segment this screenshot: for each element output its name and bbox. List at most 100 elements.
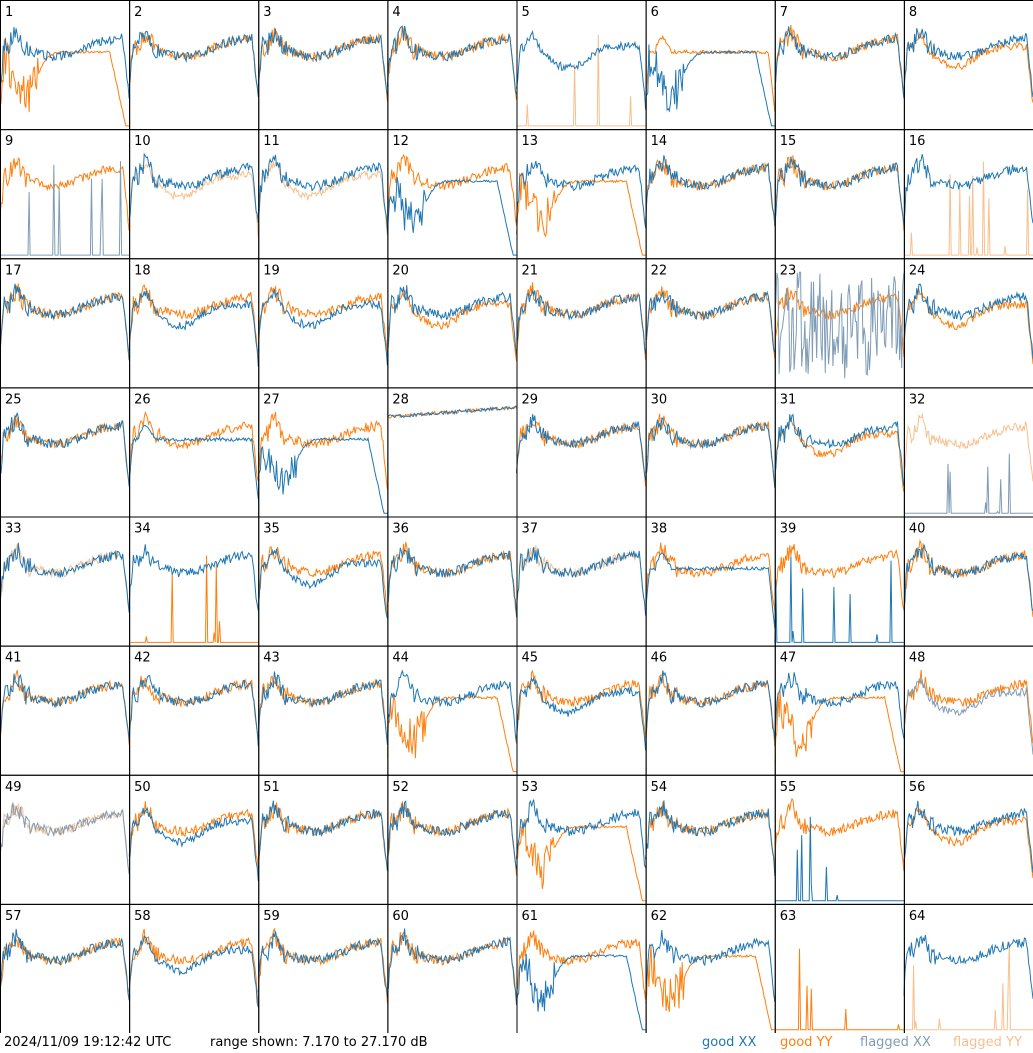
panel-label: 58 xyxy=(134,909,151,924)
panel-label: 52 xyxy=(392,780,409,795)
panel-label: 45 xyxy=(522,651,539,666)
legend-good-yy: good YY xyxy=(780,1035,832,1050)
panel-label: 36 xyxy=(392,522,409,537)
series-xx-20 xyxy=(386,285,517,357)
panel-label: 53 xyxy=(522,780,539,795)
panel-17: 17 xyxy=(0,258,131,389)
panel-label: 60 xyxy=(392,909,409,924)
panel-18: 18 xyxy=(128,258,260,389)
series-yy-58 xyxy=(128,928,259,1005)
series-xx-52 xyxy=(386,800,517,870)
series-xx-22 xyxy=(645,290,776,353)
panel-label: 13 xyxy=(522,134,539,149)
panel-44: 44 xyxy=(386,645,518,776)
panel-label: 63 xyxy=(780,909,797,924)
series-xx-43 xyxy=(257,671,388,745)
series-yy-26 xyxy=(128,410,259,482)
panel-39: 39 xyxy=(774,516,905,647)
series-xx-14 xyxy=(645,155,776,227)
panel-5: 5 xyxy=(516,0,647,131)
series-yy-42 xyxy=(128,675,259,744)
panel-43: 43 xyxy=(257,645,389,776)
panel-label: 51 xyxy=(263,780,280,795)
panel-label: 11 xyxy=(263,134,280,149)
series-yy-55 xyxy=(774,797,905,871)
series-xx-35 xyxy=(257,548,388,619)
panel-28: 28 xyxy=(387,387,518,518)
timestamp: 2024/11/09 19:12:42 UTC xyxy=(4,1035,172,1050)
panel-12: 12 xyxy=(386,129,518,260)
panel-48: 48 xyxy=(903,645,1033,776)
legend-label: flagged YY xyxy=(953,1035,1022,1050)
panel-22: 22 xyxy=(645,258,776,389)
series-xx-29 xyxy=(516,414,647,481)
panel-4: 4 xyxy=(386,0,518,131)
legend-flagged-xx: flagged XX xyxy=(860,1035,931,1050)
panel-label: 34 xyxy=(134,522,151,537)
panel-label: 7 xyxy=(780,5,788,20)
series-xx-36 xyxy=(386,547,517,618)
panel-frame xyxy=(387,0,518,131)
series-yy-34 xyxy=(129,555,259,643)
panel-label: 5 xyxy=(522,5,530,20)
series-yy-44 xyxy=(386,694,517,773)
panel-label: 26 xyxy=(134,392,151,407)
series-yy-6 xyxy=(645,34,776,112)
panel-52: 52 xyxy=(386,774,518,905)
legend-label: good XX xyxy=(702,1035,757,1050)
series-xx-7 xyxy=(774,26,905,99)
panel-label: 57 xyxy=(5,909,22,924)
panel-label: 37 xyxy=(522,522,539,537)
panel-6: 6 xyxy=(645,0,776,131)
panel-label: 8 xyxy=(909,5,917,20)
panel-19: 19 xyxy=(257,258,389,389)
series-xx-46 xyxy=(645,670,776,744)
series-yy-46 xyxy=(645,674,776,747)
panel-7: 7 xyxy=(774,0,905,131)
panel-45: 45 xyxy=(516,645,647,776)
series-xx-8 xyxy=(903,28,1033,98)
panel-label: 19 xyxy=(263,263,280,278)
panel-42: 42 xyxy=(128,645,260,776)
series-xx-40 xyxy=(903,544,1033,612)
footer-bar: 2024/11/09 19:12:42 UTC range shown: 7.1… xyxy=(0,1033,1033,1053)
panel-57: 57 xyxy=(0,903,131,1033)
panel-51: 51 xyxy=(257,774,389,905)
series-yy-57 xyxy=(0,937,130,998)
panel-label: 2 xyxy=(134,5,142,20)
series-yy-4 xyxy=(386,25,517,101)
series-xx-10 xyxy=(128,152,259,224)
panel-frame xyxy=(903,0,1033,131)
series-yy-38 xyxy=(645,542,776,611)
panel-10: 10 xyxy=(128,129,260,260)
series-yy-12 xyxy=(386,153,517,227)
series-yy-10 xyxy=(128,163,259,238)
series-xx-33 xyxy=(0,542,130,613)
panel-label: 17 xyxy=(5,263,22,278)
panel-label: 44 xyxy=(392,651,409,666)
series-xx-28 xyxy=(387,405,517,419)
panel-label: 50 xyxy=(134,780,151,795)
panel-2: 2 xyxy=(128,0,260,131)
panel-34: 34 xyxy=(128,516,260,647)
series-yy-2 xyxy=(128,31,259,94)
panel-62: 62 xyxy=(645,903,776,1033)
series-xx-38 xyxy=(645,552,776,629)
panel-1: 1 xyxy=(0,0,131,131)
series-yy-13 xyxy=(516,172,646,256)
panel-label: 42 xyxy=(134,651,151,666)
panel-label: 3 xyxy=(263,5,271,20)
series-yy-21 xyxy=(516,282,647,361)
legend-label: good YY xyxy=(780,1035,833,1050)
series-xx-51 xyxy=(257,800,388,872)
panel-26: 26 xyxy=(128,387,260,518)
series-xx-6 xyxy=(645,44,775,127)
legend-label: flagged XX xyxy=(860,1035,931,1050)
series-yy-45 xyxy=(516,669,647,743)
series-xx-39 xyxy=(774,556,904,643)
series-yy-5 xyxy=(516,34,646,127)
series-yy-27 xyxy=(257,411,388,490)
panel-30: 30 xyxy=(645,387,776,518)
series-xx-30 xyxy=(645,417,776,489)
series-xx-48 xyxy=(903,677,1033,755)
